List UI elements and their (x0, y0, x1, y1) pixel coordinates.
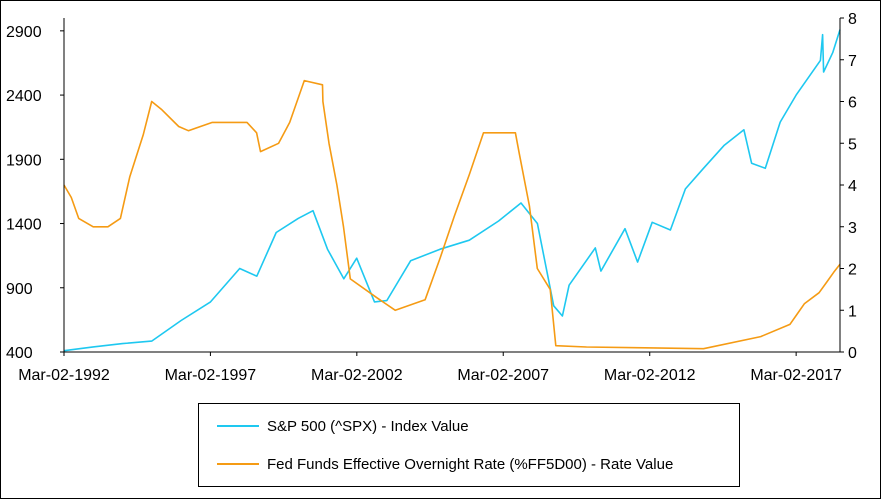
x-tick-label: Mar-02-2007 (457, 367, 549, 384)
x-tick-label: Mar-02-1992 (18, 367, 110, 384)
series-layer (63, 29, 841, 352)
right-y-tick-label: 3 (848, 220, 857, 237)
series-line-sp500 (63, 29, 841, 352)
left-y-tick-label: 1900 (6, 152, 42, 169)
right-y-tick-label: 0 (848, 345, 857, 362)
legend-swatch-fed-funds (217, 463, 259, 465)
x-tick-label: Mar-02-2017 (750, 367, 842, 384)
right-y-tick-label: 7 (848, 53, 857, 70)
left-y-tick-label: 400 (6, 345, 33, 362)
right-y-tick-label: 1 (848, 303, 857, 320)
legend-label-fed-funds: Fed Funds Effective Overnight Rate (%FF5… (267, 455, 674, 473)
legend: S&P 500 (^SPX) - Index Value Fed Funds E… (198, 403, 740, 487)
legend-item-fed-funds: Fed Funds Effective Overnight Rate (%FF5… (217, 454, 673, 474)
right-y-tick-label: 4 (848, 178, 857, 195)
right-y-tick-label: 2 (848, 262, 857, 279)
right-y-axis-ticks: 0 1 2 3 4 5 6 7 8 (840, 11, 857, 362)
left-y-tick-label: 900 (6, 281, 33, 298)
x-tick-label: Mar-02-2012 (604, 367, 696, 384)
right-y-tick-label: 8 (848, 11, 857, 28)
x-tick-label: Mar-02-1997 (165, 367, 257, 384)
left-y-tick-label: 2400 (6, 88, 42, 105)
left-y-tick-label: 2900 (6, 24, 42, 41)
right-y-tick-label: 5 (848, 136, 857, 153)
x-tick-label: Mar-02-2002 (311, 367, 403, 384)
legend-label-sp500: S&P 500 (^SPX) - Index Value (267, 417, 469, 435)
legend-item-sp500: S&P 500 (^SPX) - Index Value (217, 416, 469, 436)
right-y-tick-label: 6 (848, 95, 857, 112)
series-line-fed-funds (63, 79, 841, 350)
left-y-axis-ticks: 400 900 1400 1900 2400 2900 (6, 24, 64, 362)
x-axis-ticks: Mar-02-1992 Mar-02-1997 Mar-02-2002 Mar-02-… (18, 352, 842, 384)
left-y-tick-label: 1400 (6, 217, 42, 234)
legend-swatch-sp500 (217, 425, 259, 427)
plot-area (63, 18, 841, 353)
